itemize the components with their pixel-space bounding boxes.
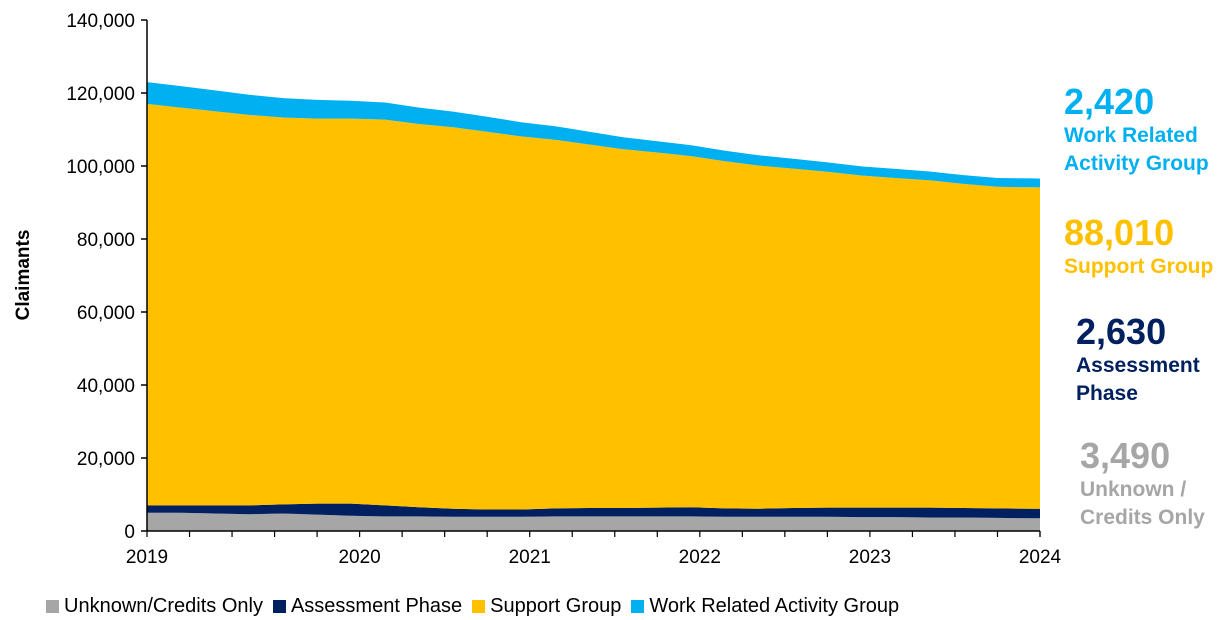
annotation-label: Credits Only [1080, 506, 1205, 529]
area-support-group [147, 103, 1040, 510]
legend-swatch [272, 600, 286, 613]
annotation-value: 88,010 [1064, 212, 1175, 253]
y-axis-title: Claimants [13, 230, 34, 321]
annotation-value: 3,490 [1080, 435, 1171, 476]
annotation: 3,490 Unknown / Credits Only [1080, 436, 1205, 532]
y-tick-label: 80,000 [77, 230, 135, 251]
annotation-label: Work Related [1064, 124, 1198, 147]
legend-item: Work Related Activity Group [631, 595, 899, 618]
legend-swatch [46, 600, 59, 613]
annotation-value: 2,420 [1064, 81, 1155, 122]
area-work-related-activity-group [147, 82, 1040, 188]
legend-item: Support Group [472, 595, 621, 618]
x-tick-label: 2020 [338, 547, 380, 568]
y-tick-label: 60,000 [77, 303, 135, 324]
x-tick-label: 2023 [849, 547, 891, 568]
y-tick-label: 140,000 [66, 11, 135, 32]
legend-swatch [472, 600, 486, 613]
y-tick-label: 120,000 [66, 84, 135, 105]
stacked-areas [147, 82, 1040, 531]
legend-item: Assessment Phase [272, 595, 463, 618]
legend-label: Unknown/Credits Only [64, 595, 263, 617]
y-tick-label: 20,000 [77, 449, 135, 470]
area-assessment-phase [147, 503, 1040, 519]
axes [141, 19, 1041, 537]
annotation-label: Phase [1076, 382, 1138, 405]
x-tick-label: 2019 [126, 547, 168, 568]
y-tick-label: 0 [124, 522, 135, 543]
area-unknown-credits-only [147, 512, 1040, 531]
annotation: 2,630 Assessment Phase [1076, 312, 1200, 408]
annotation-label: Unknown / [1080, 478, 1187, 501]
annotation: 88,010 Support Group [1064, 213, 1213, 281]
legend-label: Support Group [490, 595, 622, 617]
tick-labels: 0 20,000 40,000 60,000 80,000 100,000 120,000 1… [66, 11, 1061, 568]
x-tick-label: 2021 [509, 547, 551, 568]
y-tick-label: 40,000 [77, 376, 135, 397]
y-tick-label: 100,000 [66, 157, 135, 178]
legend-label: Assessment Phase [290, 595, 463, 617]
x-tick-label: 2024 [1019, 547, 1062, 568]
annotation-label: Activity Group [1064, 152, 1209, 175]
legend-label: Work Related Activity Group [649, 595, 900, 617]
annotation: 2,420 Work Related Activity Group [1064, 82, 1209, 178]
annotation-value: 2,630 [1076, 311, 1167, 352]
annotation-label: Assessment [1076, 354, 1200, 377]
x-tick-label: 2022 [679, 547, 721, 568]
annotation-label: Support Group [1064, 255, 1214, 278]
legend: Unknown/Credits Only Assessment Phase Supp… [46, 595, 909, 618]
legend-swatch [631, 600, 645, 613]
legend-item: Unknown/Credits Only [46, 595, 263, 618]
